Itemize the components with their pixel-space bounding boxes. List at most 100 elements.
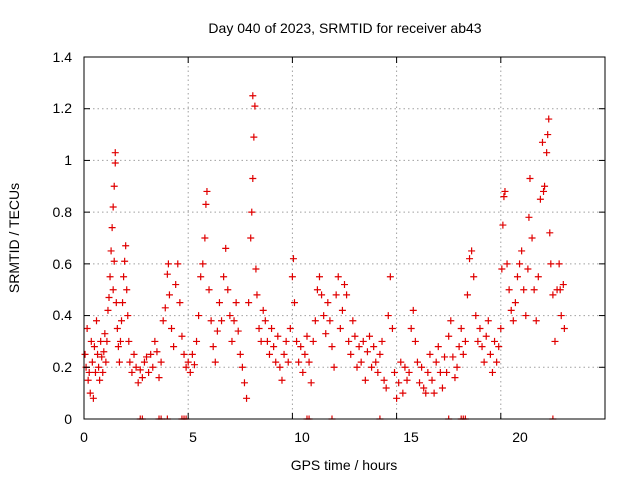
data-point bbox=[286, 325, 294, 332]
data-point bbox=[349, 317, 357, 325]
data-point bbox=[201, 234, 209, 242]
data-point bbox=[134, 379, 142, 387]
data-point bbox=[309, 337, 317, 345]
data-point bbox=[322, 330, 330, 338]
data-point bbox=[250, 133, 258, 141]
data-point bbox=[388, 325, 396, 332]
data-point bbox=[211, 358, 219, 366]
data-point bbox=[324, 299, 332, 307]
data-point bbox=[507, 306, 515, 314]
data-point bbox=[95, 363, 103, 371]
data-point bbox=[284, 358, 292, 366]
data-point bbox=[89, 394, 97, 402]
data-point bbox=[170, 343, 178, 351]
data-point bbox=[238, 363, 246, 371]
data-point bbox=[428, 376, 436, 384]
data-point bbox=[290, 299, 298, 307]
data-point bbox=[164, 260, 172, 268]
data-point bbox=[395, 379, 403, 387]
data-point bbox=[249, 175, 257, 183]
data-point bbox=[111, 149, 119, 157]
data-point bbox=[556, 286, 564, 294]
data-point bbox=[370, 343, 378, 351]
data-point bbox=[276, 363, 284, 371]
data-point bbox=[447, 317, 455, 325]
data-point bbox=[88, 358, 96, 366]
y-tick-label: 0.8 bbox=[53, 204, 73, 220]
data-point bbox=[257, 337, 265, 345]
data-point bbox=[318, 291, 326, 299]
data-point bbox=[128, 368, 136, 376]
data-point bbox=[486, 350, 494, 358]
data-point bbox=[536, 195, 544, 203]
data-point bbox=[532, 317, 540, 325]
data-point bbox=[401, 363, 409, 371]
y-tick-labels: 0 0.2 0.4 0.6 0.8 1 1.2 1.4 bbox=[53, 49, 73, 427]
data-point bbox=[343, 291, 351, 299]
data-point bbox=[501, 187, 509, 195]
y-tick-label: 0.4 bbox=[53, 307, 73, 323]
data-point bbox=[261, 317, 269, 325]
data-point bbox=[493, 358, 501, 366]
data-point bbox=[491, 337, 499, 345]
data-point bbox=[209, 343, 217, 351]
data-point bbox=[155, 374, 163, 382]
data-point bbox=[559, 281, 567, 289]
data-point bbox=[96, 376, 104, 384]
data-point bbox=[330, 363, 338, 371]
data-point bbox=[161, 304, 169, 312]
data-point bbox=[240, 379, 248, 387]
data-point bbox=[140, 358, 148, 366]
data-point bbox=[99, 368, 107, 376]
x-tick-label: 5 bbox=[189, 429, 197, 445]
data-point bbox=[234, 327, 242, 335]
data-point bbox=[455, 343, 463, 351]
data-point bbox=[386, 273, 394, 281]
data-point bbox=[534, 273, 542, 281]
data-point bbox=[102, 358, 110, 366]
data-point bbox=[499, 221, 507, 229]
data-point bbox=[113, 325, 121, 332]
data-point bbox=[525, 213, 533, 221]
chart-title: Day 040 of 2023, SRMTID for receiver ab4… bbox=[208, 20, 481, 36]
data-point bbox=[305, 358, 313, 366]
data-point bbox=[253, 291, 261, 299]
data-point bbox=[368, 363, 376, 371]
data-point bbox=[180, 350, 188, 358]
data-point bbox=[459, 350, 467, 358]
data-point bbox=[295, 358, 303, 366]
data-point bbox=[391, 368, 399, 376]
data-point bbox=[94, 350, 102, 358]
data-point bbox=[495, 343, 503, 351]
data-point bbox=[93, 317, 101, 325]
data-point bbox=[551, 337, 559, 345]
data-point bbox=[513, 273, 521, 281]
x-tick-labels: 0 5 10 15 20 bbox=[80, 429, 528, 445]
data-point bbox=[549, 291, 557, 299]
data-point bbox=[403, 376, 411, 384]
data-point bbox=[336, 325, 344, 332]
data-point bbox=[255, 325, 263, 332]
data-point bbox=[247, 234, 255, 242]
data-point bbox=[163, 270, 171, 278]
data-point bbox=[474, 337, 482, 345]
data-point bbox=[251, 102, 259, 110]
data-point bbox=[157, 358, 165, 366]
data-point bbox=[311, 317, 319, 325]
x-tick-label: 15 bbox=[403, 429, 419, 445]
data-point bbox=[546, 229, 554, 237]
data-point bbox=[528, 234, 536, 242]
data-point bbox=[297, 343, 305, 351]
data-point bbox=[280, 350, 288, 358]
data-point bbox=[145, 368, 153, 376]
x-tick-label: 10 bbox=[294, 429, 310, 445]
data-point bbox=[478, 343, 486, 351]
data-point bbox=[143, 353, 151, 361]
data-point bbox=[353, 363, 361, 371]
data-point bbox=[270, 343, 278, 351]
data-point bbox=[326, 317, 334, 325]
data-point bbox=[347, 350, 355, 358]
data-point bbox=[197, 273, 205, 281]
data-point bbox=[416, 379, 424, 387]
data-point bbox=[482, 332, 490, 340]
